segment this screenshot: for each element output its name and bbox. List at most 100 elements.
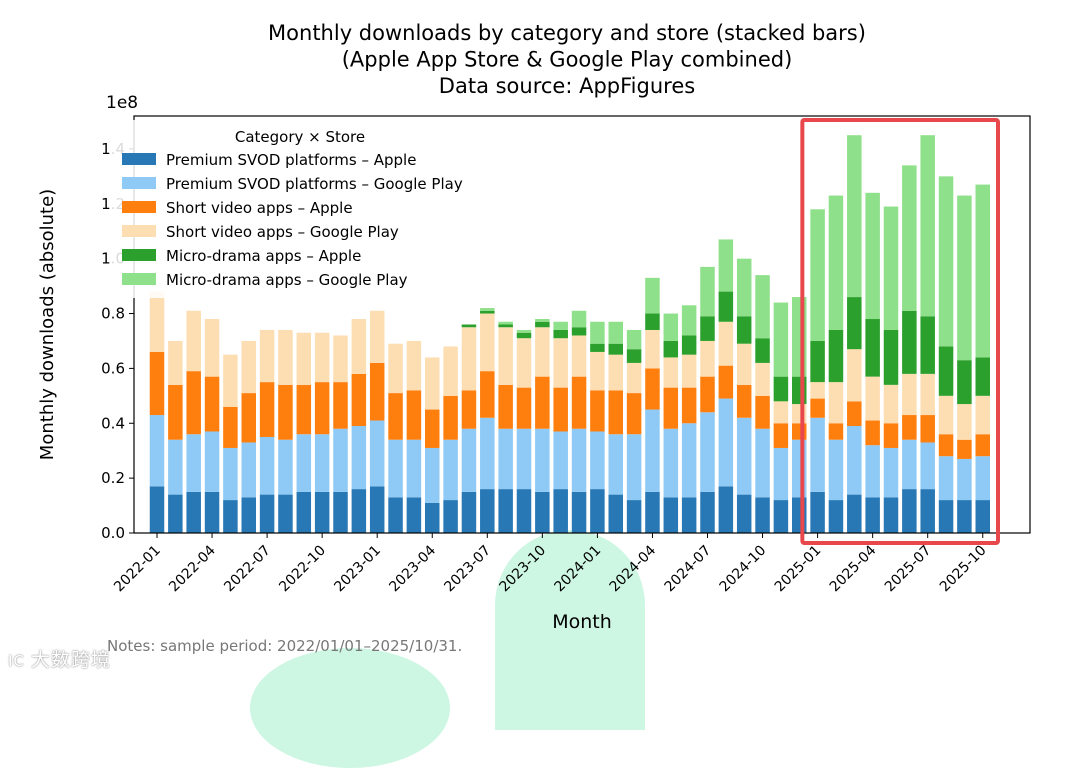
bar-segment xyxy=(168,340,183,385)
bar-segment xyxy=(425,409,440,448)
bar-segment xyxy=(883,384,899,424)
bar-segment xyxy=(865,319,880,377)
bar-segment xyxy=(902,373,917,416)
bar-segment xyxy=(590,321,605,344)
bar-segment xyxy=(388,343,403,394)
bar-segment xyxy=(938,176,954,347)
bar-segment xyxy=(810,382,825,399)
bar-segment xyxy=(223,354,238,407)
bar-segment xyxy=(902,439,917,490)
bar-segment xyxy=(865,445,880,498)
bar-segment xyxy=(755,497,770,533)
legend: Category × Store Premium SVOD platforms –… xyxy=(110,120,490,298)
bar-segment xyxy=(847,349,862,402)
bar-segment xyxy=(975,357,990,396)
bar-segment xyxy=(608,390,623,435)
bar-segment xyxy=(149,291,165,352)
bar-segment xyxy=(626,393,642,435)
bar-segment xyxy=(957,195,972,361)
bar-segment xyxy=(828,423,844,440)
bar-segment xyxy=(975,456,990,501)
bar-segment xyxy=(608,343,623,355)
bar-segment xyxy=(773,447,789,501)
bar-segment xyxy=(773,376,789,402)
bar-segment xyxy=(443,395,458,440)
bar-segment xyxy=(718,486,734,533)
bar-segment xyxy=(498,428,513,490)
bar-segment xyxy=(314,434,330,492)
bar-segment xyxy=(571,428,587,492)
watermark-text: 大数跨境 xyxy=(30,649,111,671)
bar-segment xyxy=(681,423,697,498)
x-tick-label: 2022-01 xyxy=(111,543,164,596)
legend-title: Category × Store xyxy=(235,128,365,146)
bar-segment xyxy=(296,434,312,492)
bar-segment xyxy=(938,434,954,457)
legend-swatch xyxy=(122,177,156,189)
bar-segment xyxy=(663,387,679,429)
x-tick-label: 2024-10 xyxy=(717,543,770,596)
bar-segment xyxy=(186,371,201,435)
bar-segment xyxy=(663,313,679,341)
bar-segment xyxy=(773,500,789,533)
bar-segment xyxy=(828,195,844,330)
bar-segment xyxy=(828,382,844,424)
bar-segment xyxy=(149,486,165,533)
bar-segment xyxy=(700,316,715,341)
bar-segment xyxy=(681,354,697,388)
bar-segment xyxy=(645,277,660,314)
bar-segment xyxy=(571,327,587,336)
bar-segment xyxy=(498,321,513,325)
legend-swatch xyxy=(122,249,156,261)
bar-segment xyxy=(663,428,679,498)
bar-segment xyxy=(516,332,532,339)
bar-segment xyxy=(883,447,899,498)
bar-segment xyxy=(241,442,256,498)
bar-segment xyxy=(700,491,715,533)
chart-title-line: Data source: AppFigures xyxy=(439,74,695,98)
bar-segment xyxy=(351,426,367,490)
bar-segment xyxy=(535,319,550,322)
bar-segment xyxy=(443,346,458,396)
bar-segment xyxy=(810,417,825,492)
bar-segment xyxy=(480,417,495,490)
bar-segment xyxy=(920,415,935,443)
bar-segment xyxy=(718,239,734,292)
legend-label: Short video apps – Google Play xyxy=(166,223,399,241)
bar-segment xyxy=(516,329,532,333)
chart-title-line: Monthly downloads by category and store … xyxy=(268,21,866,45)
bar-segment xyxy=(920,442,935,490)
bar-segment xyxy=(902,165,917,311)
bar-segment xyxy=(883,329,899,385)
bar-segment xyxy=(590,390,605,432)
bar-segment xyxy=(938,500,954,533)
bar-segment xyxy=(388,497,403,533)
chart: 0.00.20.40.60.81.01.21.41e82022-012022-0… xyxy=(37,21,1031,633)
bar-segment xyxy=(535,428,550,492)
x-axis-label: Month xyxy=(552,611,612,633)
bar-segment xyxy=(645,409,660,492)
bar-segment xyxy=(645,368,660,410)
legend-swatch xyxy=(122,225,156,237)
bar-segment xyxy=(626,329,642,350)
bar-segment xyxy=(406,497,422,533)
x-tick-label: 2024-04 xyxy=(607,542,660,595)
bar-segment xyxy=(681,335,697,355)
chart-title: Monthly downloads by category and store … xyxy=(268,21,866,98)
bar-segment xyxy=(186,310,201,372)
bar-segment xyxy=(516,338,532,388)
bar-segment xyxy=(241,393,256,443)
bar-segment xyxy=(296,332,312,385)
bar-segment xyxy=(700,340,715,377)
bar-segment xyxy=(590,489,605,533)
bar-segment xyxy=(406,439,422,498)
bar-segment xyxy=(626,500,642,533)
bar-segment xyxy=(608,494,623,533)
x-tick-label: 2024-01 xyxy=(552,543,605,596)
bar-segment xyxy=(938,456,954,501)
bar-segment xyxy=(241,497,256,533)
bar-segment xyxy=(957,360,972,405)
bar-segment xyxy=(590,431,605,490)
legend-box xyxy=(110,120,490,298)
bar-segment xyxy=(755,395,770,429)
